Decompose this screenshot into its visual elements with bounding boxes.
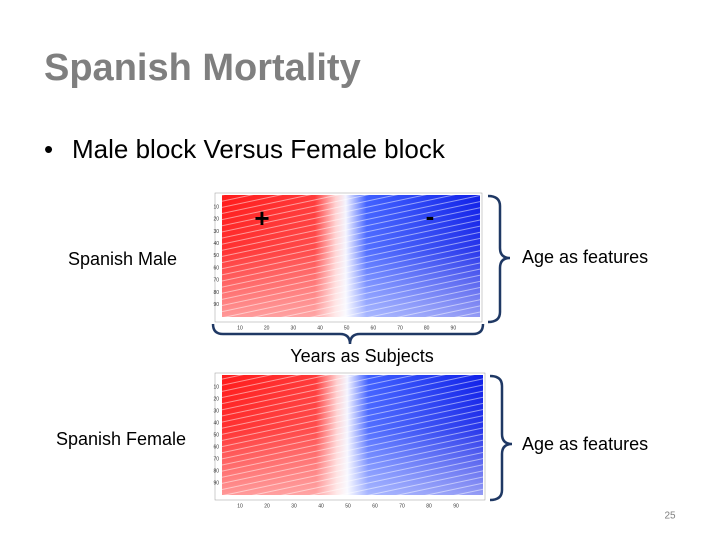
heatmap [214,192,483,323]
y-tick-label: 90 [213,480,219,486]
x-tick-label: 80 [424,325,430,331]
y-tick-label: 70 [213,278,219,284]
y-tick-label: 30 [213,229,219,235]
y-tick-label: 30 [213,408,219,414]
y-tick-label: 50 [213,432,219,438]
right-label: Age as features [522,434,648,454]
y-tick-label: 80 [213,290,219,296]
minus-sign: - [426,201,435,231]
page-number: 25 [664,511,676,522]
y-tick-label: 10 [213,384,219,390]
bullet-marker: • [44,134,53,164]
y-tick-label: 60 [213,265,219,271]
x-tick-label: 70 [397,325,403,331]
x-tick-label: 40 [318,503,324,509]
y-tick-label: 70 [213,456,219,462]
x-tick-label: 70 [399,503,405,509]
bottom-label: Years as Subjects [290,346,433,366]
panel-label: Spanish Female [56,429,186,449]
plus-sign: + [254,203,269,233]
y-tick-label: 10 [213,204,219,210]
y-tick-label: 20 [213,396,219,402]
y-tick-label: 80 [213,468,219,474]
x-tick-label: 20 [264,503,270,509]
y-tick-label: 60 [213,444,219,450]
heatmap [214,372,486,501]
slide-title: Spanish Mortality [44,47,361,89]
x-tick-label: 20 [264,325,270,331]
x-tick-label: 80 [426,503,432,509]
x-tick-label: 90 [453,503,459,509]
x-tick-label: 90 [451,325,457,331]
x-tick-label: 30 [291,503,297,509]
y-tick-label: 50 [213,253,219,259]
y-tick-label: 90 [213,302,219,308]
bullet-text: Male block Versus Female block [72,134,446,164]
x-tick-label: 60 [372,503,378,509]
x-tick-label: 10 [237,325,243,331]
y-tick-label: 20 [213,217,219,223]
x-tick-label: 50 [345,503,351,509]
x-tick-label: 40 [317,325,323,331]
x-tick-label: 10 [237,503,243,509]
y-tick-label: 40 [213,241,219,247]
x-tick-label: 30 [291,325,297,331]
panel-label: Spanish Male [68,249,177,269]
x-tick-label: 50 [344,325,350,331]
brace [487,194,511,324]
x-tick-label: 60 [371,325,377,331]
brace [489,374,513,502]
y-tick-label: 40 [213,420,219,426]
right-label: Age as features [522,247,648,267]
brace [211,323,485,345]
